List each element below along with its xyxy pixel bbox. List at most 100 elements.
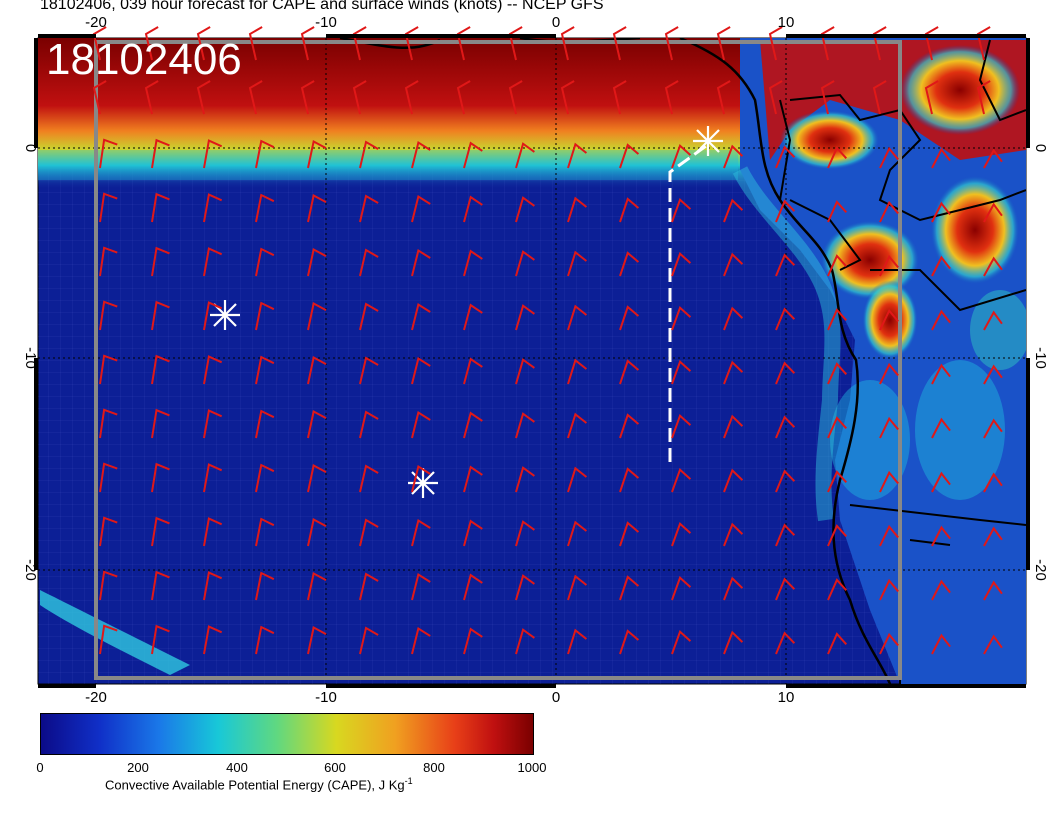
- wind-barb: [775, 469, 796, 493]
- wind-barb: [879, 578, 899, 601]
- wind-barb: [404, 80, 419, 115]
- wind-barb: [99, 300, 118, 331]
- wind-barb: [567, 358, 588, 385]
- wind-barb: [307, 356, 327, 385]
- wind-barb: [723, 306, 744, 331]
- wind-barb: [671, 197, 692, 223]
- left-tick-label: 0: [22, 144, 39, 152]
- wind-barb: [827, 146, 848, 169]
- wind-barb: [463, 195, 483, 223]
- wind-barb: [931, 633, 951, 655]
- wind-barb: [716, 26, 731, 61]
- wind-barb: [255, 247, 275, 277]
- wind-barb: [203, 139, 223, 169]
- itcz-band: [38, 38, 778, 188]
- wind-barb: [203, 409, 223, 439]
- wind-barb: [359, 464, 379, 493]
- wind-barb: [255, 517, 275, 547]
- wind-barb: [196, 26, 211, 61]
- wind-barb: [775, 631, 796, 655]
- wind-barb: [359, 410, 379, 439]
- wind-barb: [99, 408, 118, 439]
- wind-barb: [567, 628, 588, 655]
- wind-barb: [567, 520, 588, 547]
- wind-barb: [463, 627, 483, 655]
- wind-barb: [144, 26, 159, 61]
- wind-barb: [203, 193, 223, 223]
- wind-barb: [151, 192, 170, 223]
- wind-barb: [203, 355, 223, 385]
- wind-barb: [671, 305, 692, 331]
- wind-barb: [99, 624, 118, 655]
- wind-barb: [723, 522, 744, 547]
- wind-barb: [619, 467, 640, 493]
- wind-barb: [203, 301, 223, 331]
- wind-barb: [411, 410, 431, 439]
- wind-barb: [723, 468, 744, 493]
- wind-barb: [92, 80, 107, 115]
- wind-barb: [515, 358, 535, 385]
- wind-barb: [983, 418, 1003, 439]
- colorbar-label: 1000: [517, 760, 547, 775]
- wind-barb: [203, 463, 223, 493]
- wind-barb: [671, 629, 692, 655]
- wind-barb: [411, 194, 431, 223]
- wind-barb: [768, 80, 783, 115]
- wind-barb: [307, 626, 327, 655]
- wind-barb: [723, 252, 744, 277]
- wind-barb: [352, 80, 367, 115]
- wind-barb: [359, 140, 379, 169]
- wind-barb: [567, 196, 588, 223]
- wind-barb: [976, 80, 991, 115]
- wind-barb: [619, 521, 640, 547]
- wind-barb: [255, 193, 275, 223]
- wind-barb: [827, 524, 848, 547]
- wind-barb: [99, 246, 118, 277]
- wind-barb: [567, 250, 588, 277]
- wind-barb: [716, 80, 731, 115]
- wind-barb: [775, 415, 796, 439]
- wind-barb: [983, 310, 1003, 331]
- wind-barb: [879, 254, 899, 277]
- wind-barb: [151, 246, 170, 277]
- wind-barb: [255, 355, 275, 385]
- colorbar-label: 0: [36, 760, 44, 775]
- wind-barb: [99, 192, 118, 223]
- wind-barb: [671, 521, 692, 547]
- wind-barb: [463, 573, 483, 601]
- wind-barb: [144, 80, 159, 115]
- wind-barb: [359, 356, 379, 385]
- wind-barb: [307, 518, 327, 547]
- wind-barb: [515, 628, 535, 655]
- wind-barb: [775, 253, 796, 277]
- wind-barb: [255, 571, 275, 601]
- wind-barb: [515, 196, 535, 223]
- wind-barb: [463, 141, 483, 169]
- wind-barb: [255, 463, 275, 493]
- right-tick-label: -20: [1032, 559, 1049, 581]
- wind-barb: [619, 143, 640, 169]
- axis-bars: [34, 34, 1030, 688]
- convection-cell: [780, 110, 880, 170]
- wind-barb: [931, 363, 951, 385]
- top-tick-label: 10: [778, 14, 795, 31]
- wind-barb: [775, 199, 796, 223]
- wind-barb: [827, 308, 848, 331]
- bottom-tick-label: -20: [85, 689, 107, 706]
- wind-barb: [99, 570, 118, 601]
- wind-barb: [255, 625, 275, 655]
- wind-barb: [983, 472, 1003, 493]
- wind-barb: [619, 305, 640, 331]
- wind-barb: [307, 248, 327, 277]
- wind-barb: [463, 249, 483, 277]
- wind-barb: [879, 308, 899, 331]
- wind-barb: [463, 519, 483, 547]
- wind-barb: [255, 139, 275, 169]
- wind-barb: [671, 359, 692, 385]
- wind-barb: [359, 248, 379, 277]
- wind-barb: [931, 417, 951, 439]
- wind-barb: [307, 140, 327, 169]
- wind-barb: [463, 357, 483, 385]
- wind-barb: [619, 197, 640, 223]
- wind-barb: [203, 517, 223, 547]
